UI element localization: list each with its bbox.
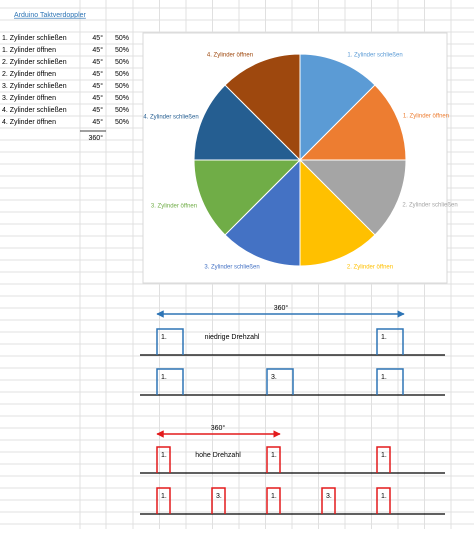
pulse-label: 1. bbox=[381, 452, 387, 459]
pie-label: 3. Zylinder schließen bbox=[204, 265, 259, 271]
cell-total: 360° bbox=[89, 134, 104, 142]
pulse-label: 1. bbox=[161, 334, 167, 341]
cell-angle: 45° bbox=[92, 118, 103, 126]
cell-percent: 50% bbox=[115, 107, 129, 114]
pulse bbox=[266, 487, 281, 514]
pulse-label: 1. bbox=[381, 493, 387, 500]
pulse bbox=[266, 446, 281, 473]
sheet-title[interactable]: Arduino Taktverdoppler bbox=[14, 12, 87, 19]
cell-text: 3. Zylinder schließen bbox=[2, 83, 67, 90]
cell-text: 4. Zylinder öffnen bbox=[2, 119, 56, 126]
pie-label: 2. Zylinder schließen bbox=[402, 203, 457, 209]
pie-label: 2. Zylinder öffnen bbox=[347, 265, 393, 271]
cell-text: 2. Zylinder öffnen bbox=[2, 71, 56, 78]
span-label: 360° bbox=[274, 304, 289, 312]
pie-label: 4. Zylinder öffnen bbox=[207, 53, 253, 59]
pie-slice bbox=[224, 158, 301, 267]
pulse-label: 1. bbox=[161, 452, 167, 459]
cell-percent: 50% bbox=[115, 47, 129, 54]
pie-label: 3. Zylinder öffnen bbox=[151, 204, 197, 210]
pulse-label: 1. bbox=[161, 374, 167, 381]
cell-angle: 45° bbox=[92, 58, 103, 66]
pulse bbox=[376, 368, 404, 395]
pulse-label: 1. bbox=[271, 452, 277, 459]
pie-label: 1. Zylinder schließen bbox=[347, 53, 402, 59]
span-label: 360° bbox=[211, 424, 226, 432]
pulse bbox=[156, 487, 171, 514]
pulse bbox=[376, 328, 404, 355]
pie-slice bbox=[298, 159, 407, 236]
cell-angle: 45° bbox=[92, 34, 103, 42]
pulse-label: 3. bbox=[216, 493, 222, 500]
cell-text: 1. Zylinder öffnen bbox=[2, 47, 56, 54]
cell-angle: 45° bbox=[92, 70, 103, 78]
cell-percent: 50% bbox=[115, 83, 129, 90]
cell-text: 3. Zylinder öffnen bbox=[2, 95, 56, 102]
pie-slice bbox=[193, 84, 302, 161]
cell-text: 1. Zylinder schließen bbox=[2, 35, 67, 42]
pulse-label: 1. bbox=[381, 374, 387, 381]
pulse bbox=[376, 487, 391, 514]
pie-slice bbox=[299, 53, 376, 162]
cell-text: 2. Zylinder schließen bbox=[2, 59, 67, 66]
cell-percent: 50% bbox=[115, 119, 129, 126]
cell-percent: 50% bbox=[115, 71, 129, 78]
cell-text: 4. Zylinder schließen bbox=[2, 107, 67, 114]
pulse bbox=[266, 368, 294, 395]
pulse-label: 1. bbox=[271, 493, 277, 500]
pie-label: 4. Zylinder schließen bbox=[143, 115, 198, 121]
pulse bbox=[156, 328, 184, 355]
pulse bbox=[156, 368, 184, 395]
pulse bbox=[156, 446, 171, 473]
cell-angle: 45° bbox=[92, 46, 103, 54]
pie-slice bbox=[298, 84, 407, 161]
pie-label: 1. Zylinder öffnen bbox=[403, 114, 449, 120]
pulse-label: 1. bbox=[381, 334, 387, 341]
pulse bbox=[211, 487, 226, 514]
pie-slice bbox=[299, 158, 376, 267]
cell-percent: 50% bbox=[115, 59, 129, 66]
pulse bbox=[321, 487, 336, 514]
signal-label: hohe Drehzahl bbox=[195, 452, 241, 459]
cell-angle: 45° bbox=[92, 106, 103, 114]
pulse-label: 3. bbox=[271, 374, 277, 381]
pulse-label: 1. bbox=[161, 493, 167, 500]
cell-angle: 45° bbox=[92, 94, 103, 102]
signal-label: niedrige Drehzahl bbox=[205, 334, 260, 341]
cell-angle: 45° bbox=[92, 82, 103, 90]
cell-percent: 50% bbox=[115, 35, 129, 42]
pie-slice bbox=[224, 53, 301, 162]
pie-slice bbox=[193, 159, 302, 236]
cell-percent: 50% bbox=[115, 95, 129, 102]
pulse bbox=[376, 446, 391, 473]
pulse-label: 3. bbox=[326, 493, 332, 500]
